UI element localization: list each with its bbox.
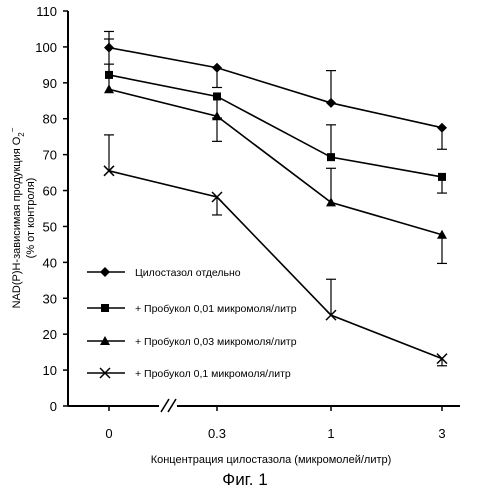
legend-item: Цилостазол отдельно — [87, 267, 241, 279]
data-point — [213, 92, 221, 101]
data-point — [438, 172, 446, 181]
data-point — [327, 153, 335, 162]
y-tick-label: 30 — [43, 291, 57, 306]
y-axis-title-line1: NAD(P)H-зависимая продукция O — [11, 136, 23, 308]
legend-item: + Пробукол 0,1 микромоля/литр — [87, 367, 291, 380]
data-point — [103, 165, 115, 177]
legend-item: + Пробукол 0,01 микромоля/литр — [87, 303, 297, 315]
axes — [67, 11, 460, 414]
series-line — [108, 46, 443, 129]
y-tick-label: 90 — [43, 76, 57, 91]
error-bar — [437, 234, 447, 265]
error-bar — [104, 134, 114, 171]
x-tick-label: 0.3 — [208, 426, 226, 441]
legend-item: + Пробукол 0,03 микромоля/литр — [87, 336, 297, 348]
y-tick-label: 110 — [36, 4, 57, 19]
legend-label: + Пробукол 0,01 микромоля/литр — [135, 303, 297, 315]
y-tick-label: 40 — [43, 255, 57, 270]
legend: Цилостазол отдельно + Пробукол 0,01 микро… — [87, 267, 297, 380]
figure-caption: Фиг. 1 — [222, 470, 268, 489]
series-4 — [103, 134, 448, 367]
legend-marker — [99, 367, 111, 379]
legend-marker — [101, 304, 109, 312]
legend-label: + Пробукол 0,03 микромоля/литр — [135, 336, 297, 348]
series-line — [108, 88, 443, 236]
data-point — [211, 191, 223, 203]
y-axis-title-sup: − — [8, 127, 17, 132]
y-tick-label: 20 — [43, 327, 57, 342]
legend-marker — [100, 267, 110, 277]
y-tick-label: 80 — [43, 112, 57, 127]
data-point — [326, 197, 336, 207]
series-line — [108, 170, 443, 360]
chart: 0 10 20 30 40 50 60 70 80 90 100 110 0 0.3 1 3 NAD(P)H… — [8, 4, 460, 466]
series-line — [108, 74, 443, 178]
legend-label: + Пробукол 0,1 микромоля/литр — [135, 368, 291, 380]
data-point — [104, 84, 114, 94]
error-bar — [326, 124, 336, 158]
y-tick-label: 50 — [43, 219, 57, 234]
y-axis-title: NAD(P)H-зависимая продукция O2− (% от ко… — [8, 127, 37, 308]
plot-area — [103, 30, 448, 367]
error-bar — [326, 70, 336, 103]
y-axis-title-sub: 2 — [17, 132, 26, 137]
y-tick-label: 70 — [43, 148, 57, 163]
x-tick-label: 3 — [438, 426, 445, 441]
y-ticks: 0 10 20 30 40 50 60 70 80 90 100 110 — [35, 4, 68, 414]
error-bar — [212, 197, 222, 216]
x-axis-title: Концентрация цилостазола (микромолей/лит… — [151, 454, 392, 466]
data-point — [437, 122, 447, 133]
error-bar — [437, 358, 447, 367]
data-point — [436, 353, 448, 365]
data-point — [212, 62, 222, 73]
x-axis-break — [159, 398, 177, 414]
x-tick-label: 1 — [327, 426, 334, 441]
y-tick-label: 10 — [43, 363, 57, 378]
y-tick-label: 0 — [50, 399, 57, 414]
error-bar — [326, 278, 336, 316]
data-point — [437, 229, 447, 239]
x-tick-label: 0 — [105, 426, 112, 441]
data-point — [325, 309, 337, 321]
series-3 — [104, 63, 447, 265]
error-bar — [212, 116, 222, 142]
legend-marker — [100, 336, 110, 345]
series-1 — [104, 30, 447, 150]
data-point — [326, 97, 336, 108]
y-tick-label: 100 — [35, 40, 57, 55]
legend-label: Цилостазол отдельно — [135, 267, 241, 279]
error-bar — [326, 167, 336, 203]
svg-text:NAD(P)H-зависимая продукция O2: NAD(P)H-зависимая продукция O2− — [8, 127, 26, 308]
x-ticks: 0 0.3 1 3 — [105, 406, 446, 441]
series-2 — [104, 38, 447, 194]
y-tick-label: 60 — [43, 184, 57, 199]
y-axis-title-line2: (% от контроля) — [25, 178, 37, 259]
data-point — [212, 111, 222, 121]
